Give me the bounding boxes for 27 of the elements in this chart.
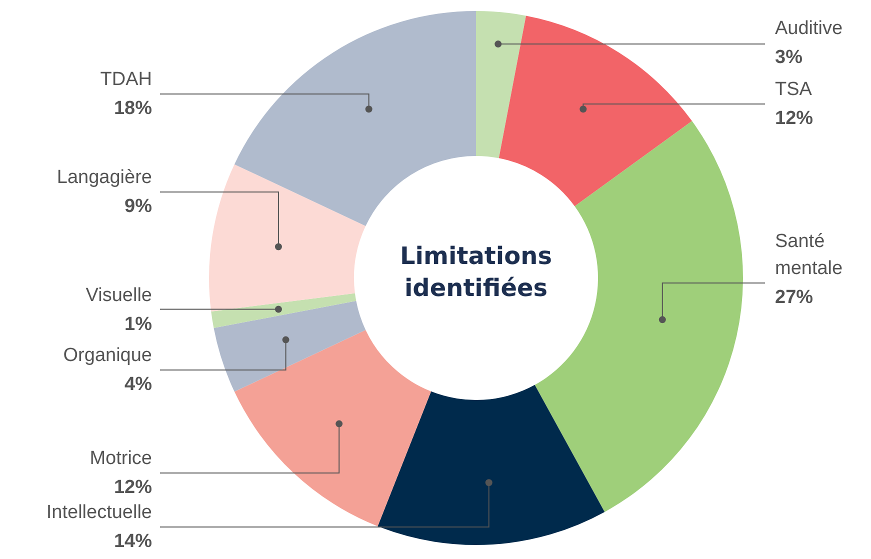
slice-label: Santé mentale [775,231,843,279]
donut-slice [214,300,366,392]
data-label: 1% [124,314,152,335]
text: Limitations identifiées [400,242,552,302]
slice-label: TSA [775,79,812,100]
data-label: 9% [124,196,152,217]
donut-slice [498,16,692,206]
data-label: 12% [114,477,152,498]
slice-label: TDAH [100,69,152,90]
data-label: 18% [114,98,152,119]
data-label: 4% [124,374,152,395]
slice-label: Langagière [56,167,152,188]
slice-label: Organique [63,345,152,366]
data-label: 12% [775,108,814,129]
slice-label: Intellectuelle [46,502,152,523]
donut-slice [209,164,366,312]
donut-slice [234,330,432,526]
data-label: 3% [775,47,803,68]
donut-slice [234,11,476,226]
slice-label: Motrice [90,448,152,469]
slice-label: Visuelle [86,285,152,306]
data-label: 27% [775,287,814,308]
data-label: 14% [114,531,152,552]
slice-label: Auditive [775,18,843,39]
donut-slice [378,384,605,545]
donut-slice [211,293,356,328]
donut-slice [476,11,526,158]
